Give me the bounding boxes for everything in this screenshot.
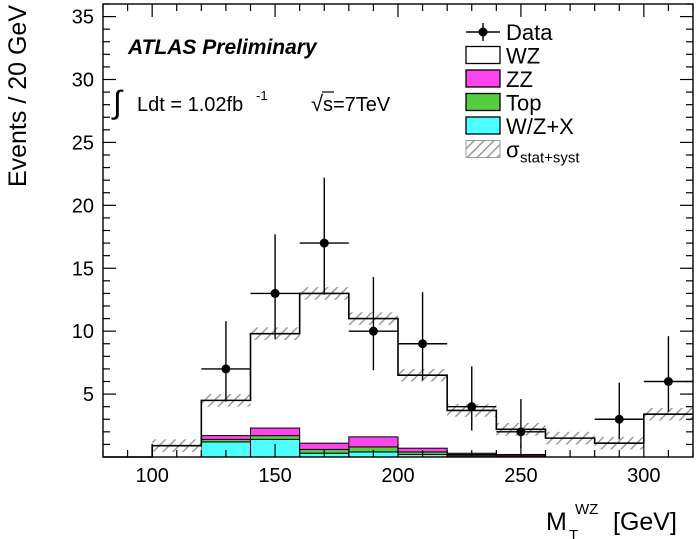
y-tick-label: 15 [72, 258, 94, 280]
legend-marker-dot [478, 27, 488, 37]
data-point [398, 292, 448, 381]
x-tick-label: 100 [135, 465, 168, 487]
y-tick-label: 30 [72, 70, 94, 92]
energy-text: s=7TeV [323, 94, 391, 116]
legend-swatch [465, 116, 501, 135]
x-tick-label: 200 [381, 465, 414, 487]
data-marker [467, 402, 477, 412]
data-marker [663, 377, 673, 386]
sqrt-symbol: √ [311, 91, 324, 116]
total-mc-layer [103, 292, 693, 458]
data-point [496, 399, 546, 449]
x-axis-label-main: M [546, 508, 567, 536]
data-marker [614, 414, 624, 424]
data-layer [201, 177, 693, 449]
y-tick-label: 5 [83, 384, 94, 406]
data-marker [270, 288, 280, 298]
y-axis-label: Events / 20 GeV [4, 5, 32, 187]
x-tick-label: 150 [258, 465, 291, 487]
data-point [594, 382, 644, 440]
stack-bar-zz [348, 436, 399, 448]
legend-entry-zz: ZZ [465, 67, 533, 92]
legend-swatch [465, 92, 501, 112]
legend-swatch-hatch [465, 140, 501, 158]
stack-bar-top [250, 435, 301, 440]
data-point [643, 336, 693, 412]
data-point [250, 234, 300, 339]
legend-entry-uncertainty: σ stat+syst [465, 138, 580, 167]
x-tick-label: 300 [627, 465, 660, 487]
legend-label: σ [506, 138, 520, 163]
y-tick-label: 20 [72, 195, 94, 217]
data-point [348, 277, 398, 371]
legend-label-sub: stat+syst [520, 150, 580, 167]
data-point [299, 177, 349, 295]
luminosity-label: ∫ Ldt = 1.02fb -1 √ s=7TeV [111, 84, 391, 120]
legend-swatch [465, 45, 501, 65]
legend-swatch [465, 69, 501, 88]
x-tick-label: 250 [504, 465, 537, 487]
y-tick-label: 25 [72, 132, 94, 154]
x-axis-label-sub: T [569, 527, 578, 539]
legend-label: WZ [506, 44, 540, 69]
legend-entry-top: Top [465, 91, 541, 116]
stack-bar-zz [250, 427, 301, 437]
legend-entry-w-z-x: W/Z+X [465, 114, 574, 139]
data-marker [319, 238, 329, 248]
data-point [201, 321, 251, 402]
x-axis-label: M T WZ [GeV] [546, 501, 677, 539]
data-marker [221, 364, 231, 374]
stack-bar-zz [299, 442, 350, 450]
chart-title: ATLAS Preliminary [127, 36, 318, 59]
data-marker [368, 326, 378, 336]
y-tick-label: 10 [72, 321, 94, 343]
luminosity-exponent: -1 [256, 88, 268, 103]
data-marker [418, 339, 428, 349]
legend-label: W/Z+X [506, 114, 574, 139]
stack-bar-zz [200, 435, 251, 440]
x-axis-label-sup: WZ [575, 501, 598, 518]
legend-label: ZZ [506, 67, 533, 92]
legend-label: Top [506, 91, 541, 116]
y-tick-label: 35 [72, 7, 94, 29]
total-expectation-line [103, 292, 693, 458]
luminosity-text: Ldt = 1.02fb [137, 94, 243, 116]
x-axis-label-unit: [GeV] [613, 508, 677, 536]
data-marker [516, 427, 526, 437]
legend-entry-data: Data [466, 20, 553, 45]
data-point [447, 366, 497, 431]
integral-symbol: ∫ [111, 84, 124, 120]
axis-layer: 100 150 200 250 300 5 10 15 20 25 30 35 [72, 3, 694, 487]
legend-entry-wz: WZ [465, 44, 540, 69]
legend-label: Data [506, 20, 553, 45]
